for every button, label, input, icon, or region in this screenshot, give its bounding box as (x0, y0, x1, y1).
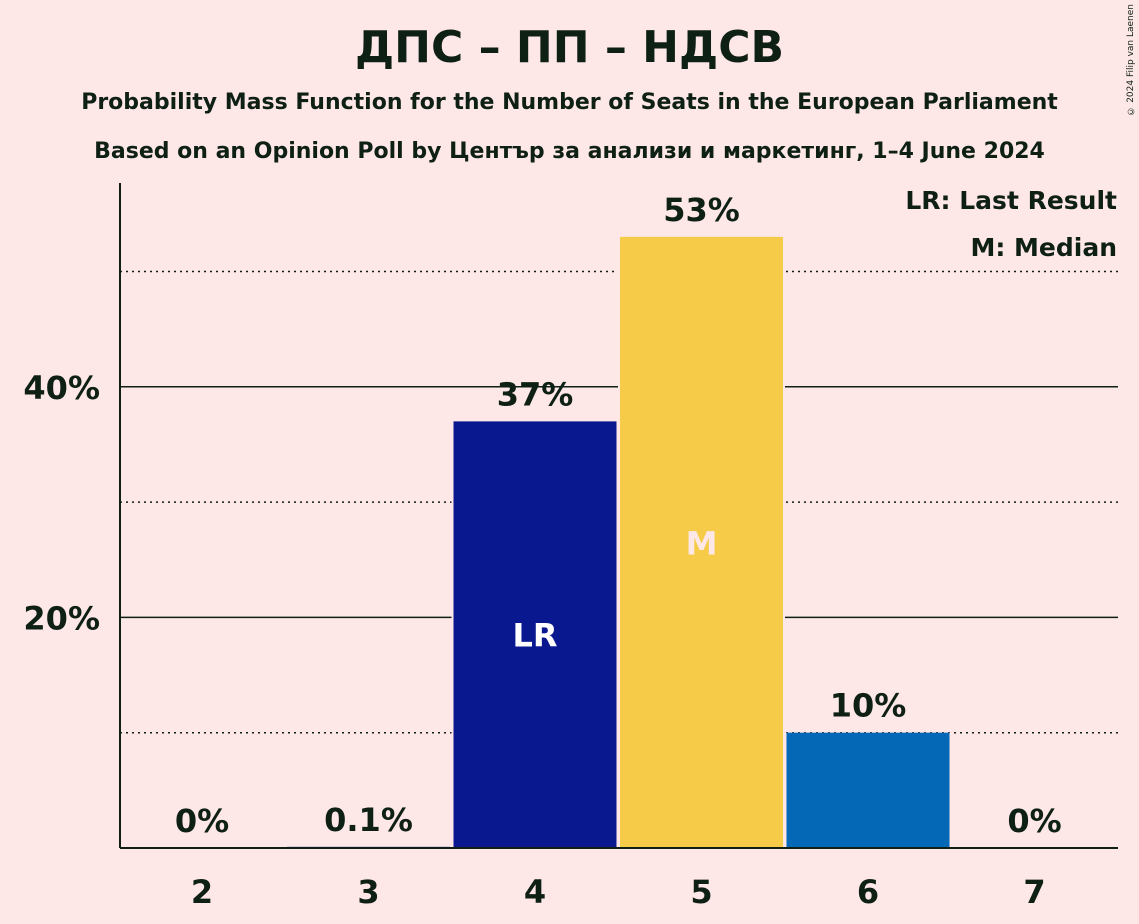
chart-title: ДПС – ПП – НДСВ (354, 22, 785, 73)
data-label: 0.1% (324, 801, 413, 839)
bar-marker-lr: LR (512, 617, 557, 655)
y-tick-label: 20% (23, 599, 100, 637)
bar-seat-6 (786, 732, 950, 848)
bar-seat-5 (620, 236, 783, 848)
legend-median: M: Median (970, 233, 1117, 262)
data-label: 0% (175, 802, 229, 840)
chart-source: Based on an Opinion Poll by Център за ан… (94, 139, 1045, 164)
data-label: 0% (1007, 802, 1061, 840)
data-label: 53% (663, 191, 740, 229)
x-tick-label: 3 (357, 873, 379, 911)
chart-subtitle: Probability Mass Function for the Number… (81, 90, 1058, 115)
bar-seat-4 (453, 421, 617, 848)
bar-marker-m: M (686, 524, 718, 562)
data-label: 10% (830, 687, 907, 725)
y-tick-label: 40% (23, 369, 100, 407)
x-tick-label: 2 (191, 873, 213, 911)
x-tick-label: 7 (1023, 873, 1045, 911)
x-tick-label: 4 (524, 873, 546, 911)
data-label: 37% (497, 375, 574, 413)
x-tick-label: 5 (690, 873, 712, 911)
x-tick-label: 6 (857, 873, 879, 911)
legend-last-result: LR: Last Result (905, 186, 1117, 215)
